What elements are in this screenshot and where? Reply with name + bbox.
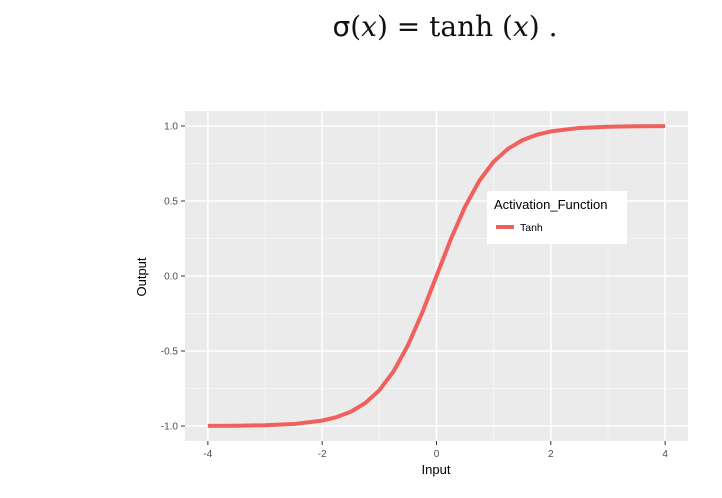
x-tick-label: 0 [434, 449, 440, 460]
formula-title: σ(x) = tanh (x) . [0, 10, 722, 43]
series-layer [207, 124, 666, 428]
formula-x: x [361, 10, 377, 43]
formula-close: ) . [528, 10, 558, 43]
y-tick-label: 0.5 [164, 197, 178, 208]
series-line-tanh [207, 124, 666, 428]
y-tick-label: 0.0 [164, 272, 178, 283]
x-tick-label: 2 [548, 449, 554, 460]
y-tick-label: -1.0 [161, 422, 179, 433]
y-axis: -1.0 -0.5 0.0 0.5 1.0 [161, 122, 185, 433]
y-axis-title: Output [134, 257, 149, 296]
legend-title: Activation_Function [494, 197, 607, 212]
y-tick-label: 1.0 [164, 122, 178, 133]
formula-x2: x [512, 10, 529, 43]
formula-open-paren: ( [350, 10, 362, 43]
y-tick-label: -0.5 [161, 347, 179, 358]
formula-sigma: σ [332, 10, 351, 43]
legend: Activation_Function Tanh [487, 191, 627, 244]
legend-label-tanh: Tanh [520, 222, 543, 234]
x-tick-label: -2 [318, 449, 327, 460]
x-axis: -4 -2 0 2 4 [203, 441, 668, 460]
x-tick-label: -4 [203, 449, 212, 460]
formula-mid: ) = tanh ( [376, 10, 513, 43]
x-axis-title: Input [422, 462, 451, 477]
legend-box [487, 191, 627, 244]
x-tick-label: 4 [662, 449, 668, 460]
